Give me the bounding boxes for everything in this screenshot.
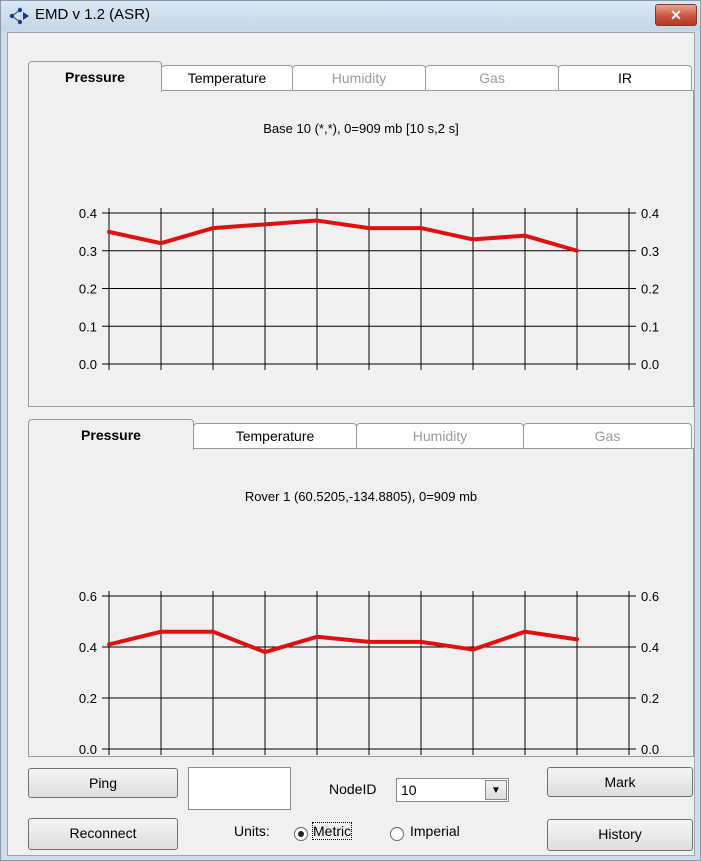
data-point xyxy=(419,640,423,644)
nodeid-select[interactable]: 10 ▼ xyxy=(396,778,509,802)
radio-imperial[interactable] xyxy=(390,827,404,841)
button-label: Mark xyxy=(604,774,636,790)
tab-bottom-temperature[interactable]: Temperature xyxy=(193,423,357,449)
tab-top-ir[interactable]: IR xyxy=(558,65,692,91)
y-tick-label-left: 0.6 xyxy=(79,589,97,604)
title-bar[interactable]: EMD v 1.2 (ASR) ✕ xyxy=(1,1,700,31)
data-point xyxy=(575,249,579,253)
tab-bottom-pressure[interactable]: Pressure xyxy=(28,419,194,450)
tab-label: IR xyxy=(618,70,632,86)
metric-label[interactable]: Metric xyxy=(311,822,353,840)
data-point xyxy=(315,635,319,639)
chevron-down-icon[interactable]: ▼ xyxy=(485,780,507,800)
button-label: Reconnect xyxy=(69,825,137,841)
close-button[interactable]: ✕ xyxy=(655,4,697,26)
tab-top-temperature[interactable]: Temperature xyxy=(161,65,293,91)
data-point xyxy=(523,630,527,634)
data-point xyxy=(523,234,527,238)
tab-label: Humidity xyxy=(412,428,468,444)
tab-label: Pressure xyxy=(81,427,141,443)
ping-button[interactable]: Ping xyxy=(28,768,178,798)
y-tick-label-right: 0.0 xyxy=(641,742,659,757)
tab-top-humidity[interactable]: Humidity xyxy=(292,65,426,91)
chart-title: Rover 1 (60.5205,-134.8805), 0=909 mb xyxy=(244,489,478,504)
data-point xyxy=(211,226,215,230)
mark-button[interactable]: Mark xyxy=(547,767,693,797)
data-point xyxy=(107,642,111,646)
tab-label: Temperature xyxy=(235,428,315,444)
data-point xyxy=(367,640,371,644)
tab-bottom-humidity[interactable]: Humidity xyxy=(356,423,524,449)
tab-top-gas[interactable]: Gas xyxy=(425,65,559,91)
tab-label: Temperature xyxy=(187,70,267,86)
tab-label: Pressure xyxy=(65,69,125,85)
top-tabstrip: Pressure Temperature Humidity Gas IR xyxy=(28,61,692,92)
y-tick-label-left: 0.4 xyxy=(79,640,97,655)
data-point xyxy=(211,630,215,634)
reconnect-button[interactable]: Reconnect xyxy=(28,818,178,850)
close-icon: ✕ xyxy=(670,7,682,23)
y-tick-label-right: 0.4 xyxy=(641,206,659,221)
y-tick-label-right: 0.2 xyxy=(641,691,659,706)
data-point xyxy=(315,219,319,223)
nodeid-label: NodeID xyxy=(329,781,377,797)
client-area: Pressure Temperature Humidity Gas IR Bas… xyxy=(7,32,695,856)
rover-pressure-chart: 0.0 0.0 0.2 0.2 0.4 0.4 0.6 0.6 xyxy=(79,589,659,757)
chart-title: Base 10 (*,*), 0=909 mb [10 s,2 s] xyxy=(263,121,459,136)
data-point xyxy=(419,226,423,230)
data-point xyxy=(471,237,475,241)
data-point xyxy=(263,222,267,226)
y-tick-label-right: 0.2 xyxy=(641,282,659,297)
history-button[interactable]: History xyxy=(547,819,693,851)
y-tick-label-right: 0.0 xyxy=(641,357,659,372)
button-label: History xyxy=(598,826,642,842)
data-point xyxy=(575,637,579,641)
y-tick-label-left: 0.2 xyxy=(79,282,97,297)
nodeid-value: 10 xyxy=(401,782,417,798)
imperial-label[interactable]: Imperial xyxy=(410,823,460,839)
tab-bottom-gas[interactable]: Gas xyxy=(523,423,692,449)
y-tick-label-left: 0.1 xyxy=(79,319,97,334)
tab-label: Gas xyxy=(594,428,621,444)
data-point xyxy=(263,650,267,654)
tab-label: Gas xyxy=(479,70,505,86)
data-point xyxy=(471,648,475,652)
y-tick-label-left: 0.2 xyxy=(79,691,97,706)
tab-label: Humidity xyxy=(331,70,387,86)
radio-metric[interactable] xyxy=(294,827,308,841)
y-tick-label-right: 0.4 xyxy=(641,640,659,655)
button-label: Ping xyxy=(88,775,118,791)
units-label: Units: xyxy=(234,823,270,839)
data-point xyxy=(159,630,163,634)
data-point xyxy=(107,230,111,234)
window-title: EMD v 1.2 (ASR) xyxy=(35,6,151,23)
tab-top-pressure[interactable]: Pressure xyxy=(28,61,162,92)
y-tick-label-right: 0.6 xyxy=(641,589,659,604)
bottom-tabstrip: Pressure Temperature Humidity Gas xyxy=(28,419,692,450)
series-line xyxy=(107,629,579,655)
data-point xyxy=(367,226,371,230)
series-line xyxy=(107,218,579,253)
top-chart-panel: Base 10 (*,*), 0=909 mb [10 s,2 s] 0.0 0.… xyxy=(28,90,694,407)
y-tick-label-left: 0.4 xyxy=(79,206,97,221)
data-point xyxy=(159,241,163,245)
node-input[interactable] xyxy=(188,767,291,810)
bottom-chart-panel: Rover 1 (60.5205,-134.8805), 0=909 mb 0.… xyxy=(28,448,694,757)
y-tick-label-left: 0.0 xyxy=(79,357,97,372)
y-tick-label-right: 0.3 xyxy=(641,244,659,259)
y-tick-label-left: 0.0 xyxy=(79,742,97,757)
y-tick-label-right: 0.1 xyxy=(641,319,659,334)
network-nodes-icon xyxy=(9,7,29,25)
y-tick-label-left: 0.3 xyxy=(79,244,97,259)
base-pressure-chart: 0.0 0.0 0.1 0.1 0.2 0.2 0.3 0.3 0.4 0.4 xyxy=(79,206,659,372)
